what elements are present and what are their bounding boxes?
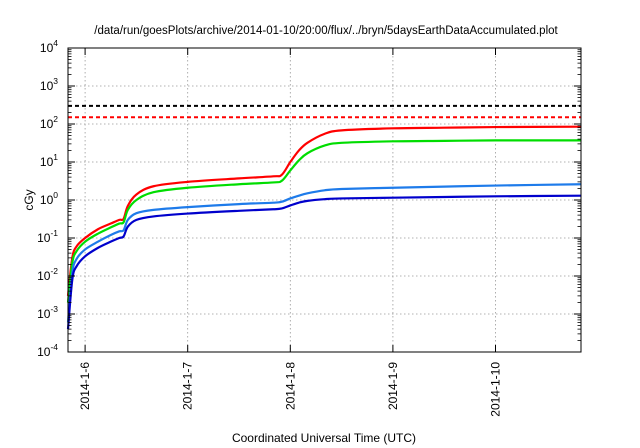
y-tick-label: 10-3 (37, 304, 58, 321)
series-line (66, 139, 582, 303)
reference-lines (68, 104, 581, 119)
y-tick-label: 10-2 (37, 266, 58, 283)
y-tick-label: 104 (40, 38, 58, 55)
y-tick-label: 101 (40, 152, 58, 169)
y-axis-label: cGy (22, 189, 36, 210)
y-tick-label: 10-1 (37, 228, 58, 245)
x-tick-label: 2014-1-8 (283, 362, 297, 410)
chart-title: /data/run/goesPlots/archive/2014-01-10/2… (94, 25, 558, 37)
y-tick-label: 10-4 (37, 342, 58, 359)
series-line (66, 125, 582, 296)
series-line (66, 183, 582, 323)
y-tick-label: 103 (40, 76, 58, 93)
x-axis-ticks: 2014-1-6 2014-1-7 2014-1-8 2014-1-9 2014-1-1… (78, 48, 503, 417)
y-axis-ticks: 10-4 10-3 10-2 10-1 100 101 102 103 104 (37, 38, 581, 359)
x-tick-label: 2014-1-7 (181, 362, 195, 410)
y-tick-label: 102 (40, 114, 58, 131)
series-line (66, 194, 582, 330)
x-axis-label: Coordinated Universal Time (UTC) (232, 431, 416, 445)
x-tick-label: 2014-1-6 (78, 362, 92, 410)
y-tick-label: 100 (40, 190, 58, 207)
data-series (66, 125, 582, 330)
x-tick-label: 2014-1-10 (489, 362, 503, 417)
x-tick-label: 2014-1-9 (386, 362, 400, 410)
